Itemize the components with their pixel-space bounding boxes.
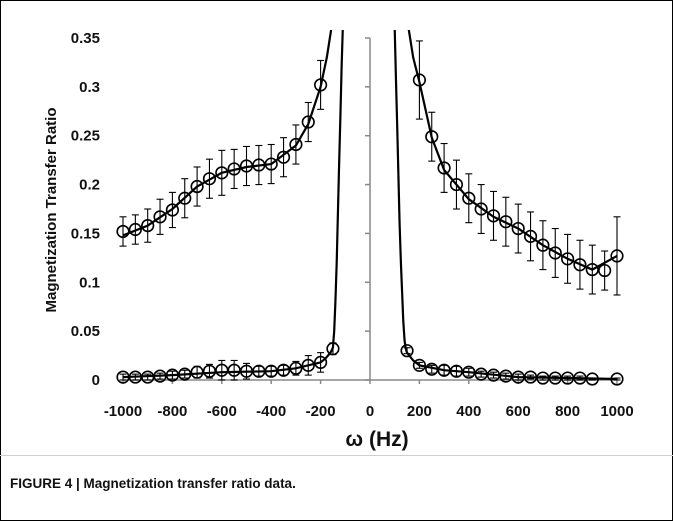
data-point (153, 210, 167, 224)
data-point (573, 258, 587, 272)
data-point (499, 369, 513, 383)
figure-caption: FIGURE 4 | Magnetization transfer ratio … (10, 476, 296, 491)
data-point (264, 157, 278, 171)
series-1 (116, 59, 328, 247)
data-point (202, 172, 217, 186)
x-tick-label: 600 (506, 403, 531, 420)
data-point (499, 215, 513, 229)
data-point (276, 150, 291, 164)
x-tick-label: -800 (157, 403, 187, 420)
data-point (511, 221, 525, 236)
data-point (165, 368, 179, 382)
data-point (326, 342, 340, 356)
series-4 (400, 344, 624, 386)
data-point (462, 365, 476, 379)
fit-curve-3 (122, 30, 344, 379)
data-point (239, 159, 254, 173)
data-point (425, 362, 439, 376)
x-tick-label: 200 (407, 403, 432, 420)
caption-divider (0, 455, 673, 456)
data-point (178, 367, 192, 381)
y-tick-label: 0.35 (71, 30, 100, 47)
y-tick-label: 0.2 (79, 177, 100, 194)
y-tick-label: 0.25 (71, 128, 100, 145)
data-point (178, 191, 192, 205)
data-point (215, 166, 229, 180)
data-point (116, 224, 130, 239)
x-tick-label: 1000 (600, 403, 633, 420)
x-tick-label: -1000 (104, 403, 142, 420)
axes (122, 37, 618, 384)
data-point (202, 364, 217, 378)
data-point (462, 191, 476, 205)
x-axis-title: ω (Hz) (345, 428, 408, 451)
data-point (190, 179, 204, 194)
series-3 (116, 342, 340, 384)
y-tick-label: 0 (92, 372, 100, 389)
data-point (165, 203, 179, 217)
x-tick-label: 800 (555, 403, 580, 420)
data-point (585, 372, 599, 386)
data-point (523, 229, 538, 243)
data-point (425, 130, 439, 144)
data-point (536, 238, 550, 252)
data-point (486, 368, 501, 382)
data-point (437, 363, 451, 377)
data-point (400, 344, 414, 358)
chart: 0 0.05 0.1 0.15 0.2 0.25 0.3 0.35 -1000 -800 -600 -… (43, 30, 634, 451)
tick-labels: 0 0.05 0.1 0.15 0.2 0.25 0.3 0.35 -1000 -800 -600 -… (71, 30, 634, 420)
data-point (264, 364, 278, 378)
data-point (153, 369, 167, 383)
x-tick-label: -200 (306, 403, 336, 420)
data-point (289, 137, 303, 152)
data-point (573, 371, 587, 385)
data-point (289, 361, 303, 375)
data-point (523, 370, 538, 384)
data-point (474, 202, 488, 216)
y-tick-label: 0.1 (79, 274, 100, 291)
data-point (486, 209, 501, 223)
data-point (474, 367, 488, 381)
fit-curve-2 (407, 30, 618, 271)
x-tick-label: -600 (207, 403, 237, 420)
data-point (301, 115, 315, 129)
data-point (141, 370, 155, 384)
data-point (227, 162, 241, 176)
x-tick-label: -400 (256, 403, 286, 420)
data-point (598, 263, 612, 278)
data-points (116, 40, 624, 386)
data-point (449, 364, 464, 378)
data-point (412, 73, 427, 87)
data-point (141, 219, 155, 233)
data-point (449, 177, 464, 192)
data-point (412, 358, 427, 372)
data-point (252, 158, 266, 172)
data-point (128, 222, 142, 237)
data-point (548, 246, 562, 260)
y-tick-label: 0.05 (71, 323, 100, 340)
data-point (314, 78, 328, 92)
y-tick-label: 0.3 (79, 79, 100, 96)
y-tick-label: 0.15 (71, 225, 100, 242)
data-point (437, 161, 451, 175)
series-2 (412, 40, 624, 296)
data-point (560, 252, 575, 266)
x-tick-label: 400 (456, 403, 481, 420)
data-point (301, 358, 315, 372)
x-tick-label: 0 (366, 403, 374, 420)
data-point (314, 355, 328, 370)
data-point (276, 363, 291, 377)
data-point (190, 365, 204, 379)
data-point (585, 262, 599, 277)
data-point (227, 363, 241, 377)
y-axis-title: Magnetization Transfer Ratio (43, 107, 60, 312)
data-point (610, 249, 624, 263)
data-point (610, 372, 624, 386)
